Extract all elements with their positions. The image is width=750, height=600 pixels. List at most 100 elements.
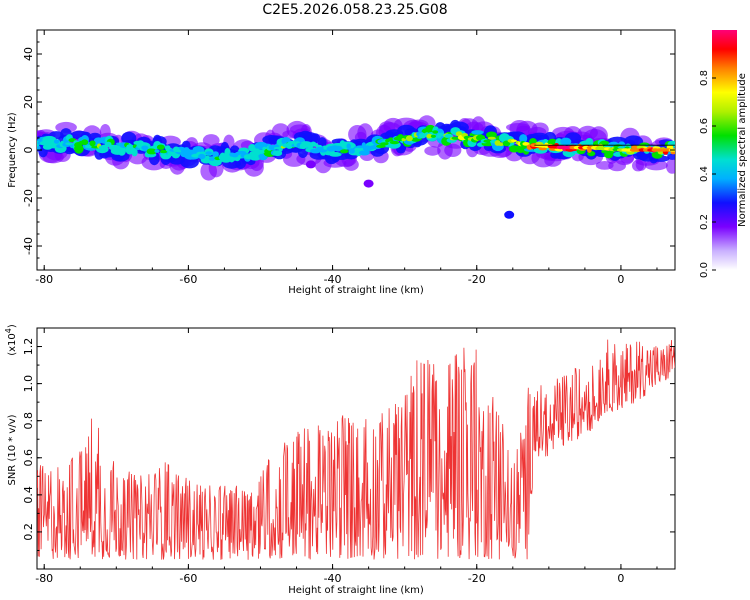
- spectrogram-x-tick-label: 0: [617, 273, 624, 286]
- spectrogram-cell: [65, 142, 74, 145]
- spectrogram-y-tick-label: -40: [22, 237, 35, 255]
- snr-y-ticks: 0.2 0.4 0.6 0.8 1.0 1.2: [22, 327, 675, 551]
- spectrogram-cell: [389, 140, 400, 145]
- spectrogram-panel: -80 -60 -40 -20 0 -40 -20 0 20 40 Height of stra…: [7, 29, 676, 296]
- spectrogram-cell: [218, 154, 224, 160]
- snr-series-line: [37, 339, 675, 560]
- spectrogram-spot: [305, 160, 316, 169]
- spectrogram-cell: [522, 142, 530, 146]
- spectrogram-cell: [334, 145, 343, 152]
- spectrogram-cell: [141, 145, 149, 151]
- spectrogram-cell: [585, 138, 594, 146]
- spectrogram-cell: [311, 142, 319, 147]
- snr-y-scale-prefix: (x10: [7, 333, 18, 356]
- spectrogram-cell: [376, 144, 386, 148]
- spectrogram-x-tick-label: -20: [468, 273, 486, 286]
- spectrogram-cell: [243, 154, 254, 160]
- spectrogram-marks: [37, 115, 675, 219]
- spectrogram-cell: [53, 139, 60, 144]
- colorbar-label: Normalized spectral amplitude: [737, 73, 748, 227]
- snr-y-scale-exp: 4: [4, 328, 13, 333]
- snr-y-tick-label: 0.6: [22, 449, 35, 467]
- snr-y-tick-label: 0.8: [22, 412, 35, 430]
- spectrogram-y-ticks: -40 -20 0 20 40: [22, 29, 675, 271]
- spectrogram-cell: [37, 145, 41, 151]
- snr-x-tick-label: 0: [617, 572, 624, 585]
- spectrogram-cell: [249, 151, 255, 156]
- snr-x-ticks: -80 -60 -40 -20 0: [35, 328, 658, 585]
- spectrogram-cell: [224, 147, 231, 157]
- snr-x-tick-label: -60: [179, 572, 197, 585]
- spectrogram-y-label: Frequency (Hz): [7, 112, 18, 188]
- spectrogram-y-tick-label: 20: [22, 95, 35, 109]
- spectrogram-cell: [444, 133, 454, 138]
- spectrogram-cell: [346, 143, 351, 149]
- spectrogram-cell: [154, 149, 160, 153]
- spectrogram-cell: [511, 139, 517, 143]
- spectrogram-cell: [126, 144, 134, 151]
- snr-y-scale: (x104): [4, 324, 18, 356]
- colorbar-ticks: 0.0 0.2 0.4 0.6 0.8: [699, 70, 716, 278]
- spectrogram-cell: [424, 146, 441, 156]
- spectrogram-cell: [432, 130, 439, 134]
- spectrogram-cell: [329, 152, 342, 157]
- spectrogram-cell: [486, 131, 497, 139]
- spectrogram-cell: [631, 145, 639, 149]
- spectrogram-cell: [343, 158, 359, 171]
- snr-marks: [37, 339, 675, 560]
- snr-y-tick-label: 1.2: [22, 338, 35, 356]
- spectrogram-y-tick-label: 40: [22, 47, 35, 61]
- spectrogram-x-ticks: -80 -60 -40 -20 0: [35, 30, 658, 286]
- spectrogram-x-label: Height of straight line (km): [288, 285, 424, 296]
- spectrogram-cell: [317, 137, 327, 148]
- spectrogram-cell: [131, 148, 138, 157]
- spectrogram-cell: [560, 137, 572, 146]
- spectrogram-cell: [112, 145, 120, 150]
- spectrogram-cell: [405, 135, 413, 142]
- spectrogram-cell: [205, 151, 213, 155]
- spectrogram-cell: [483, 139, 493, 143]
- spectrogram-cell: [380, 142, 389, 146]
- spectrogram-y-tick-label: 0: [22, 147, 35, 154]
- spectrogram-cell: [212, 151, 219, 158]
- spectrogram-spot: [504, 210, 515, 219]
- spectrogram-cell: [224, 156, 232, 160]
- spectrogram-cell: [451, 136, 460, 140]
- snr-x-tick-label: -20: [468, 572, 486, 585]
- spectrogram-cell: [666, 159, 675, 174]
- snr-y-tick-label: 0.4: [22, 486, 35, 504]
- spectrogram-cell: [81, 139, 89, 146]
- snr-y-tick-label: 1.0: [22, 375, 35, 393]
- colorbar-tick-label: 0.6: [699, 118, 710, 134]
- spectrogram-cell: [89, 140, 96, 147]
- spectrogram-cell: [487, 136, 496, 140]
- spectrogram-cell: [348, 148, 355, 154]
- spectrogram-cell: [159, 149, 168, 154]
- spectrogram-cell: [471, 130, 484, 135]
- spectrogram-cell: [286, 143, 293, 149]
- spectrogram-cell: [255, 149, 266, 154]
- spectrogram-cell: [519, 134, 528, 144]
- spectrogram-cell: [426, 133, 433, 139]
- spectrogram-cell: [497, 142, 504, 147]
- spectrogram-x-tick-label: -40: [324, 273, 342, 286]
- spectrogram-x-tick-label: -80: [35, 273, 53, 286]
- spectrogram-cell: [439, 132, 445, 137]
- colorbar-tick-label: 0.4: [699, 166, 710, 182]
- spectrogram-cell: [117, 146, 126, 156]
- snr-y-tick-label: 0.2: [22, 523, 35, 541]
- snr-x-label: Height of straight line (km): [288, 585, 424, 596]
- spectrogram-cell: [55, 121, 77, 133]
- colorbar-tick-label: 0.0: [699, 262, 710, 278]
- snr-y-scale-close: ): [7, 324, 18, 328]
- spectrogram-cell: [385, 138, 390, 143]
- spectrogram-cell: [310, 133, 321, 144]
- colorbar: 0.0 0.2 0.4 0.6 0.8 Normalized spectral ampl…: [699, 30, 748, 278]
- colorbar-tick-label: 0.2: [699, 214, 710, 230]
- snr-y-label: SNR (10 * v/v): [7, 414, 18, 485]
- spectrogram-cell: [601, 149, 607, 154]
- snr-panel: -80 -60 -40 -20 0 0.2 0.4 0.6 0.8 1.0 1.2 Height …: [4, 324, 676, 596]
- spectrogram-y-tick-label: -20: [22, 189, 35, 207]
- spectrogram-spot: [363, 179, 374, 188]
